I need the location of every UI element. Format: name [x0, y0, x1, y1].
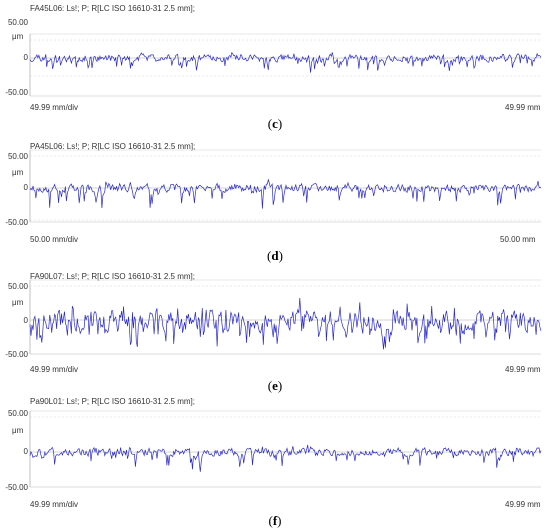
profile-plot — [29, 149, 542, 223]
x-scale-right-label: 49.99 mm — [505, 103, 541, 112]
profile-plot — [29, 279, 542, 355]
panel-caption: (d) — [267, 248, 283, 263]
y-tick-label: 50.00 — [7, 409, 28, 418]
panel-header: PA45L06: Ls!; P; R[LC ISO 16610-31 2.5 m… — [30, 142, 196, 151]
x-scale-right-label: 49.99 mm — [505, 500, 541, 509]
panel-caption: (e) — [267, 378, 283, 393]
y-tick-label: -50.00 — [5, 483, 28, 492]
y-tick-label: 0 — [23, 53, 28, 62]
panel-header: FA45L06: Ls!; P; R[LC ISO 16610-31 2.5 m… — [30, 4, 195, 13]
x-scale-left-label: 49.99 mm/div — [30, 103, 79, 112]
panel-header: Pa90L01: Ls!; P; R[LC ISO 16610-31 2.5 m… — [30, 397, 195, 406]
panel-caption: (c) — [267, 116, 283, 131]
y-tick-label: 0 — [23, 316, 28, 325]
y-tick-label: 50.00 — [7, 282, 28, 291]
profile-plot — [29, 410, 542, 488]
profile-trace — [29, 297, 542, 350]
profile-panel-f: Pa90L01: Ls!; P; R[LC ISO 16610-31 2.5 m… — [0, 397, 550, 530]
x-scale-left-label: 49.99 mm/div — [30, 500, 79, 509]
y-tick-label: 50.00 — [7, 152, 28, 161]
y-unit-label: μm — [12, 168, 24, 177]
profile-trace — [29, 178, 542, 209]
y-unit-label: μm — [12, 426, 24, 435]
x-scale-left-label: 49.99 mm/div — [30, 365, 79, 374]
panel-caption: (f) — [268, 513, 282, 528]
profile-trace — [29, 444, 542, 472]
profile-trace — [29, 51, 542, 73]
x-scale-right-label: 49.99 mm — [505, 365, 541, 374]
x-scale-left-label: 50.00 mm/div — [30, 235, 79, 244]
profile-panel-d: PA45L06: Ls!; P; R[LC ISO 16610-31 2.5 m… — [0, 142, 550, 272]
profile-panel-e: FA90L07: Ls!; P; R[LC ISO 16610-31 2.5 m… — [0, 272, 550, 397]
y-tick-label: -50.00 — [5, 218, 28, 227]
y-tick-label: 0 — [23, 183, 28, 192]
y-unit-label: μm — [12, 298, 24, 307]
y-tick-label: -50.00 — [5, 350, 28, 359]
profile-panel-c: FA45L06: Ls!; P; R[LC ISO 16610-31 2.5 m… — [0, 0, 550, 131]
panel-header: FA90L07: Ls!; P; R[LC ISO 16610-31 2.5 m… — [30, 272, 195, 281]
y-tick-label: 50.00 — [7, 18, 28, 27]
y-tick-label: 0 — [23, 447, 28, 456]
y-tick-label: -50.00 — [5, 88, 28, 97]
x-scale-right-label: 50.00 mm — [500, 235, 536, 244]
profile-plot — [29, 33, 542, 97]
y-unit-label: μm — [12, 32, 24, 41]
